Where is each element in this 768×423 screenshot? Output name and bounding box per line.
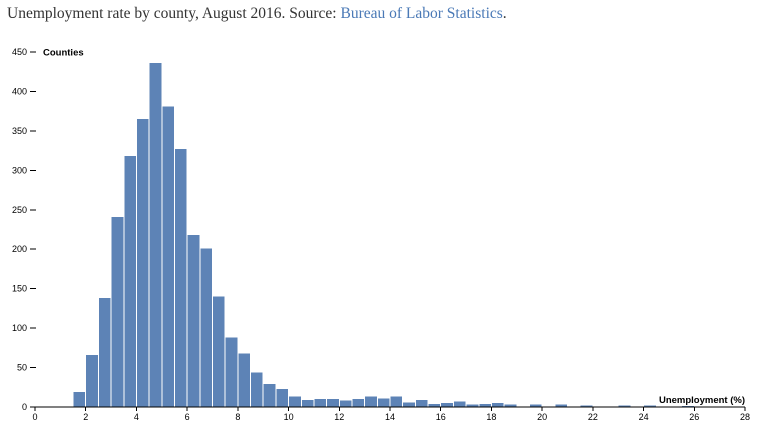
- x-tick-label: 26: [689, 412, 699, 422]
- histogram-bar: [428, 403, 441, 407]
- histogram-bar: [555, 404, 567, 407]
- histogram-bar: [314, 399, 327, 407]
- x-tick-label: 24: [639, 412, 649, 422]
- y-tick-label: 350: [12, 126, 27, 136]
- histogram-bar: [187, 235, 200, 407]
- histogram-bar: [327, 399, 339, 407]
- histogram-bar: [415, 399, 428, 407]
- histogram-bar: [238, 353, 251, 407]
- histogram-bar: [225, 337, 238, 407]
- x-tick-label: 10: [284, 412, 294, 422]
- histogram-bar: [504, 404, 517, 407]
- histogram-bar: [580, 405, 593, 407]
- chart-title: Unemployment rate by county, August 2016…: [7, 5, 507, 23]
- histogram-bar: [365, 396, 377, 407]
- y-tick-label: 450: [12, 47, 27, 57]
- histogram-bar: [276, 388, 289, 407]
- chart-title-text: Unemployment rate by county, August 2016…: [7, 5, 341, 22]
- x-tick-label: 20: [537, 412, 547, 422]
- histogram-bar: [301, 399, 314, 407]
- histogram-bar: [390, 396, 403, 407]
- x-tick-label: 16: [436, 412, 446, 422]
- histogram-bar: [403, 402, 415, 407]
- histogram-bar: [289, 396, 301, 407]
- histogram-bar: [251, 372, 263, 407]
- x-tick-label: 6: [185, 412, 190, 422]
- x-tick-label: 4: [134, 412, 139, 422]
- histogram-bar: [98, 298, 111, 407]
- histogram-bar: [479, 403, 491, 407]
- y-axis: 0 50 100 150 200 250 300 350 400 450 Counties: [12, 47, 84, 412]
- y-tick-label: 400: [12, 86, 27, 96]
- y-tick-label: 250: [12, 205, 27, 215]
- y-tick-label: 300: [12, 165, 27, 175]
- histogram-bar: [263, 384, 276, 407]
- histogram-bar: [377, 398, 390, 407]
- x-tick-label: 12: [334, 412, 344, 422]
- histogram-bar: [136, 119, 149, 407]
- y-tick-label: 0: [22, 402, 27, 412]
- histogram-bars: [73, 63, 694, 408]
- histogram-bar: [352, 399, 365, 407]
- y-tick-label: 200: [12, 244, 27, 254]
- histogram-bar: [213, 296, 225, 407]
- histogram-bar: [529, 404, 542, 407]
- histogram-bar: [162, 106, 174, 408]
- histogram-bar: [149, 63, 162, 407]
- histogram-bar: [124, 156, 136, 407]
- histogram-bar: [111, 216, 124, 407]
- histogram-bar: [618, 405, 631, 407]
- histogram-bar: [644, 405, 656, 407]
- histogram-bar: [73, 392, 86, 407]
- x-tick-label: 8: [235, 412, 240, 422]
- histogram-bar: [86, 354, 98, 407]
- x-tick-label: 14: [385, 412, 395, 422]
- histogram-bar: [453, 401, 466, 407]
- x-axis-title: Unemployment (%): [659, 395, 745, 406]
- x-tick-label: 22: [588, 412, 598, 422]
- chart-title-period: .: [502, 5, 507, 22]
- x-tick-label: 18: [486, 412, 496, 422]
- y-tick-label: 100: [12, 323, 27, 333]
- y-tick-label: 150: [12, 284, 27, 294]
- histogram-bar: [466, 404, 479, 407]
- histogram-bar: [200, 248, 212, 407]
- histogram-bar: [491, 403, 504, 407]
- histogram-bar: [339, 400, 352, 407]
- x-tick-label: 2: [83, 412, 88, 422]
- histogram-bar: [174, 149, 187, 407]
- source-link[interactable]: Bureau of Labor Statistics: [340, 5, 503, 22]
- x-tick-label: 28: [740, 412, 750, 422]
- y-axis-title: Counties: [43, 48, 84, 59]
- x-tick-label: 0: [32, 412, 37, 422]
- y-tick-label: 50: [17, 363, 27, 373]
- histogram-bar: [441, 403, 453, 407]
